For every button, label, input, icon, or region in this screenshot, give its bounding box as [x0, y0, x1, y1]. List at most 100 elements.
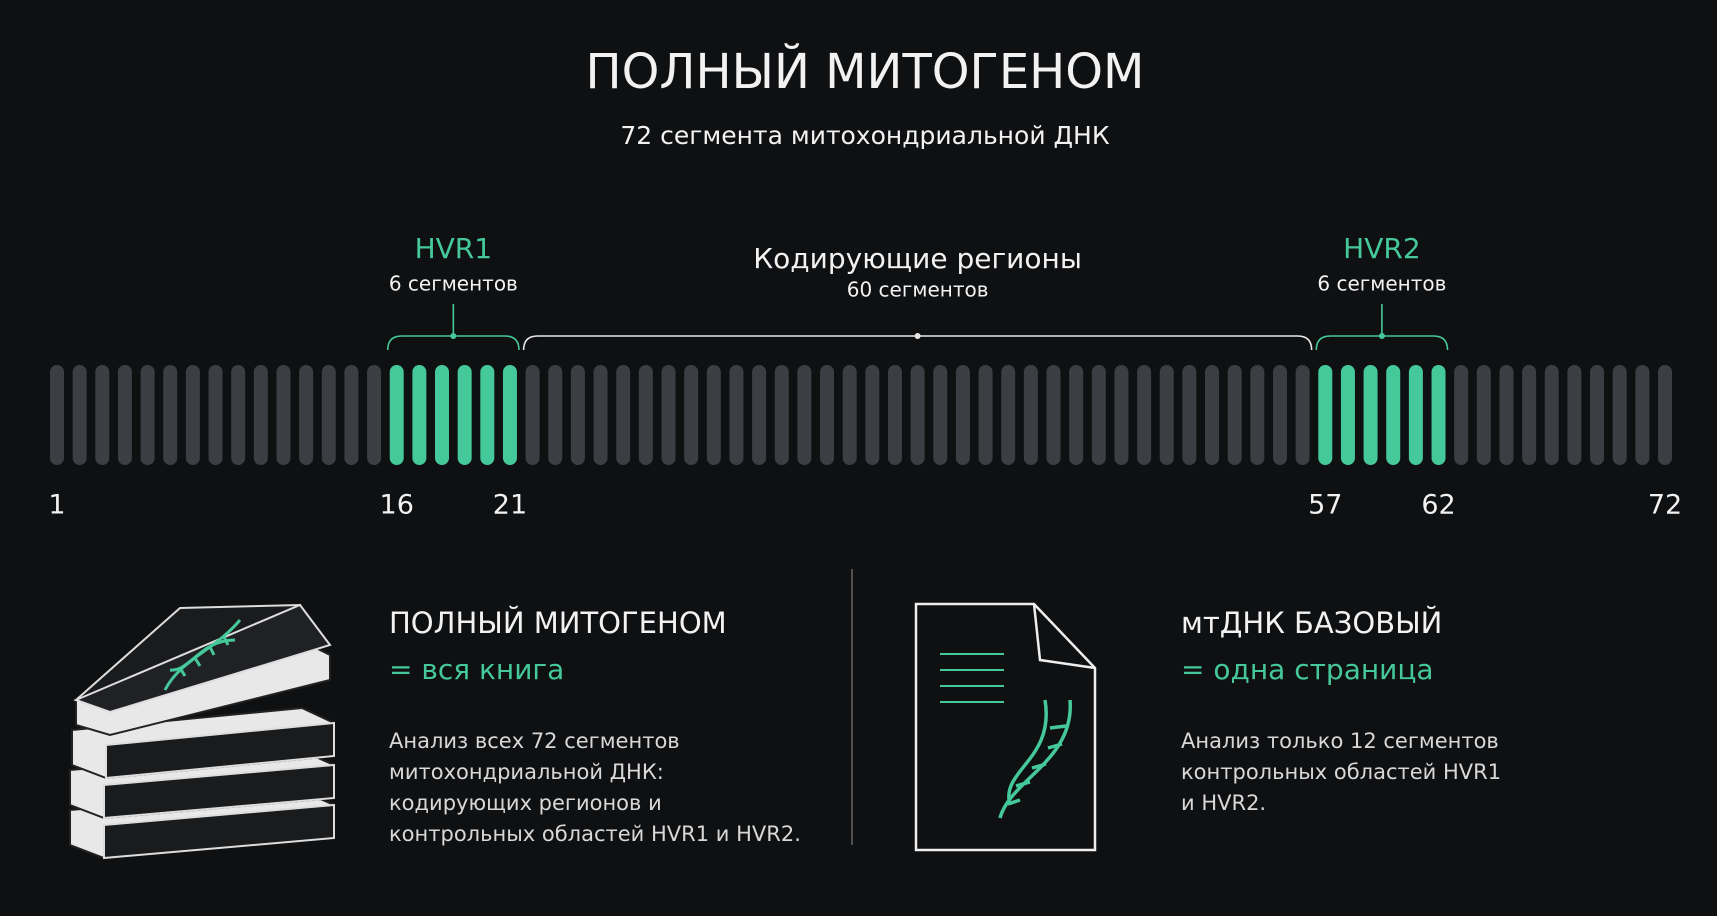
position-label: 72 — [1648, 490, 1682, 521]
document-icon — [914, 602, 1097, 852]
segment — [95, 365, 110, 465]
card-description: митохондриальной ДНК: — [389, 760, 664, 784]
segment — [548, 365, 563, 465]
segment — [1182, 365, 1197, 465]
segment — [774, 365, 789, 465]
segment — [1567, 365, 1582, 465]
segment — [797, 365, 812, 465]
card-title: ПОЛНЫЙ МИТОГЕНОМ — [389, 606, 727, 640]
hvr-segment — [1340, 365, 1355, 465]
segment — [140, 365, 155, 465]
segment — [117, 365, 132, 465]
segment — [955, 365, 970, 465]
segment — [185, 365, 200, 465]
segment — [1522, 365, 1537, 465]
segment — [1069, 365, 1084, 465]
segment — [1454, 365, 1469, 465]
hvr-segment — [1386, 365, 1401, 465]
segment — [1635, 365, 1650, 465]
segment — [1023, 365, 1038, 465]
segment — [887, 365, 902, 465]
segment — [231, 365, 246, 465]
segment — [706, 365, 721, 465]
position-label: 16 — [380, 490, 414, 521]
segment — [1476, 365, 1491, 465]
segment — [933, 365, 948, 465]
position-label: 1 — [48, 490, 65, 521]
segment — [638, 365, 653, 465]
segment — [1159, 365, 1174, 465]
segment — [1227, 365, 1242, 465]
position-label: 57 — [1308, 490, 1342, 521]
segment — [321, 365, 336, 465]
segment — [661, 365, 676, 465]
segment — [1612, 365, 1627, 465]
hvr-segment — [1431, 365, 1446, 465]
card-title: мтДНК БАЗОВЫЙ — [1181, 606, 1442, 640]
region-count: 6 сегментов — [389, 272, 518, 296]
books-icon — [69, 603, 335, 860]
segment — [1658, 365, 1672, 465]
region-count: 6 сегментов — [1317, 272, 1446, 296]
hvr-segment — [389, 365, 404, 465]
segment — [1205, 365, 1220, 465]
segment — [1544, 365, 1559, 465]
segment-map: 1 16 21 57 62 72 HVR1 6 сегментов Кодирующие рег… — [48, 232, 1682, 521]
segment — [865, 365, 880, 465]
card-description: и HVR2. — [1181, 791, 1266, 815]
segment — [1499, 365, 1514, 465]
card-description: контрольных областей HVR1 — [1181, 760, 1501, 784]
card-description: Анализ всех 72 сегментов — [389, 729, 680, 753]
card-description: кодирующих регионов и — [389, 791, 662, 815]
segment — [1046, 365, 1061, 465]
position-label: 62 — [1421, 490, 1455, 521]
hvr-segment — [502, 365, 517, 465]
segment — [344, 365, 359, 465]
region-label: HVR2 — [1343, 232, 1420, 265]
region-count: 60 сегментов — [847, 278, 989, 302]
segment — [299, 365, 314, 465]
segment — [842, 365, 857, 465]
segment — [525, 365, 540, 465]
segment — [1001, 365, 1016, 465]
segment — [72, 365, 87, 465]
segment — [367, 365, 382, 465]
hvr-segment — [1318, 365, 1333, 465]
bracket-dot — [450, 333, 457, 339]
segment — [729, 365, 744, 465]
segment — [253, 365, 268, 465]
segment — [276, 365, 291, 465]
hvr-segment — [457, 365, 472, 465]
segment — [1295, 365, 1310, 465]
segment — [910, 365, 925, 465]
segment — [1272, 365, 1287, 465]
bracket-dot — [914, 333, 921, 339]
position-label: 21 — [493, 490, 527, 521]
hvr-segment — [1363, 365, 1378, 465]
segment — [752, 365, 767, 465]
segment — [570, 365, 585, 465]
segment — [616, 365, 631, 465]
segment — [593, 365, 608, 465]
segment — [1137, 365, 1152, 465]
bracket-dot — [1378, 333, 1385, 339]
subtitle: 72 сегмента митохондриальной ДНК — [620, 121, 1109, 150]
segment — [684, 365, 699, 465]
segment — [50, 365, 64, 465]
region-label: Кодирующие регионы — [753, 242, 1082, 275]
card-description: контрольных областей HVR1 и HVR2. — [389, 822, 801, 846]
card-equivalent: = одна страница — [1181, 653, 1434, 686]
region-label: HVR1 — [415, 232, 492, 265]
segment — [1250, 365, 1265, 465]
segment — [1091, 365, 1106, 465]
hvr-segment — [1408, 365, 1423, 465]
segment — [1114, 365, 1129, 465]
hvr-segment — [412, 365, 427, 465]
title: ПОЛНЫЙ МИТОГЕНОМ — [586, 43, 1145, 100]
cards: ПОЛНЫЙ МИТОГЕНОМ = вся книга Анализ всех 7… — [389, 606, 1501, 846]
hvr-segment — [435, 365, 450, 465]
hvr-segment — [480, 365, 495, 465]
segment — [208, 365, 223, 465]
card-equivalent: = вся книга — [389, 653, 564, 686]
